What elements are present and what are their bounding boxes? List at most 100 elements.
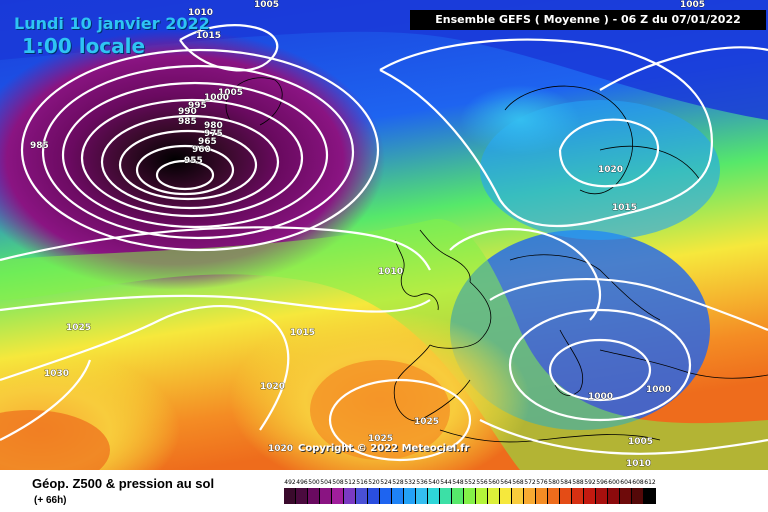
isobar-label: 965 (198, 137, 217, 147)
color-scale-swatch (428, 488, 440, 504)
field-title: Géop. Z500 & pression au sol (32, 476, 215, 491)
color-scale-label: 500 (308, 479, 320, 486)
color-scale-swatch (524, 488, 536, 504)
color-scale-label: 492 (284, 479, 296, 486)
color-scale-label: 528 (392, 479, 404, 486)
color-scale-swatch (620, 488, 632, 504)
color-scale-swatch (500, 488, 512, 504)
color-scale (284, 488, 656, 504)
isobar-label: 1020 (598, 165, 623, 175)
color-scale-label: 540 (428, 479, 440, 486)
color-scale-swatch (368, 488, 380, 504)
color-scale-labels: 492 496 500 504 508 512 516 520 524 528 532 536 540 5… (284, 479, 656, 488)
isobar-label: 960 (192, 145, 211, 155)
color-scale-swatch (464, 488, 476, 504)
color-scale-swatch (392, 488, 404, 504)
color-scale-swatch (404, 488, 416, 504)
isobar-label: 1000 (588, 392, 613, 402)
isobar-label: 1005 (628, 437, 653, 447)
isobar-labels: 1010 1015 1005 1005 1000 995 990 985 980… (30, 0, 706, 469)
color-scale-swatch (536, 488, 548, 504)
color-scale-label: 560 (488, 479, 500, 486)
color-scale-label: 596 (596, 479, 608, 486)
isobar-label: 1025 (368, 434, 393, 444)
color-scale-swatch (488, 488, 500, 504)
isobar-label: 995 (188, 101, 207, 111)
isobar-label: 955 (184, 156, 203, 166)
color-scale-swatch (308, 488, 320, 504)
isobar-label: 1005 (680, 0, 705, 10)
color-scale-label: 552 (464, 479, 476, 486)
color-scale-label: 556 (476, 479, 488, 486)
color-scale-label: 564 (500, 479, 512, 486)
color-scale-swatch (416, 488, 428, 504)
isobar-label: 985 (30, 141, 49, 151)
copyright-notice: Copyright © 2022 Meteociel.fr (298, 443, 470, 454)
color-scale-label: 508 (332, 479, 344, 486)
model-run-banner: Ensemble GEFS ( Moyenne ) - 06 Z du 07/0… (410, 10, 766, 30)
color-scale-label: 524 (380, 479, 392, 486)
color-scale-label: 580 (548, 479, 560, 486)
color-scale-label: 592 (584, 479, 596, 486)
isobar-label: 1010 (188, 8, 213, 18)
color-scale-swatch (284, 488, 296, 504)
color-scale-swatch (584, 488, 596, 504)
isobar-label: 1025 (66, 323, 91, 333)
color-scale-swatch (548, 488, 560, 504)
color-scale-label: 532 (404, 479, 416, 486)
color-scale-label: 588 (572, 479, 584, 486)
color-scale-swatch (296, 488, 308, 504)
color-scale-swatch (632, 488, 644, 504)
color-scale-swatch (320, 488, 332, 504)
isobar-label: 1010 (378, 267, 403, 277)
color-scale-label: 612 (644, 479, 656, 486)
forecast-date: Lundi 10 janvier 2022 (14, 14, 210, 33)
color-scale-label: 568 (512, 479, 524, 486)
isobar-label: 1000 (204, 93, 229, 103)
isobar-lines (0, 24, 768, 462)
isobar-label: 1015 (612, 203, 637, 213)
color-scale-label: 604 (620, 479, 632, 486)
color-scale-label: 600 (608, 479, 620, 486)
color-scale-label: 536 (416, 479, 428, 486)
color-scale-swatch (644, 488, 656, 504)
map-footer: Géop. Z500 & pression au sol (+ 66h) 492… (0, 470, 768, 512)
isobar-label: 980 (204, 121, 223, 131)
isobar-label: 1005 (218, 88, 243, 98)
isobar-label: 1020 (268, 444, 293, 454)
color-scale-label: 544 (440, 479, 452, 486)
isobar-label: 1030 (44, 369, 69, 379)
color-scale-swatch (560, 488, 572, 504)
color-scale-label: 504 (320, 479, 332, 486)
isobar-label: 1005 (254, 0, 279, 10)
color-scale-swatch (608, 488, 620, 504)
forecast-step: (+ 66h) (34, 495, 67, 506)
color-scale-label: 520 (368, 479, 380, 486)
color-scale-swatch (452, 488, 464, 504)
color-scale-swatch (380, 488, 392, 504)
forecast-local-time: 1:00 locale (22, 34, 146, 58)
color-scale-label: 548 (452, 479, 464, 486)
color-scale-label: 576 (536, 479, 548, 486)
isobar-label: 1015 (290, 328, 315, 338)
color-scale-swatch (572, 488, 584, 504)
color-scale-label: 512 (344, 479, 356, 486)
color-scale-swatch (512, 488, 524, 504)
color-scale-label: 572 (524, 479, 536, 486)
isobar-label: 985 (178, 117, 197, 127)
isobar-label: 1000 (646, 385, 671, 395)
color-scale-label: 584 (560, 479, 572, 486)
color-scale-swatch (440, 488, 452, 504)
isobar-label: 1025 (414, 417, 439, 427)
color-scale-swatch (344, 488, 356, 504)
color-scale-label: 496 (296, 479, 308, 486)
geopotential-map: 1010 1015 1005 1005 1000 995 990 985 980… (0, 0, 768, 470)
color-scale-label: 608 (632, 479, 644, 486)
color-scale-swatch (332, 488, 344, 504)
color-scale-swatch (356, 488, 368, 504)
color-scale-swatch (476, 488, 488, 504)
isobar-label: 1015 (196, 31, 221, 41)
isobar-label: 1010 (626, 459, 651, 469)
isobar-label: 975 (204, 129, 223, 139)
